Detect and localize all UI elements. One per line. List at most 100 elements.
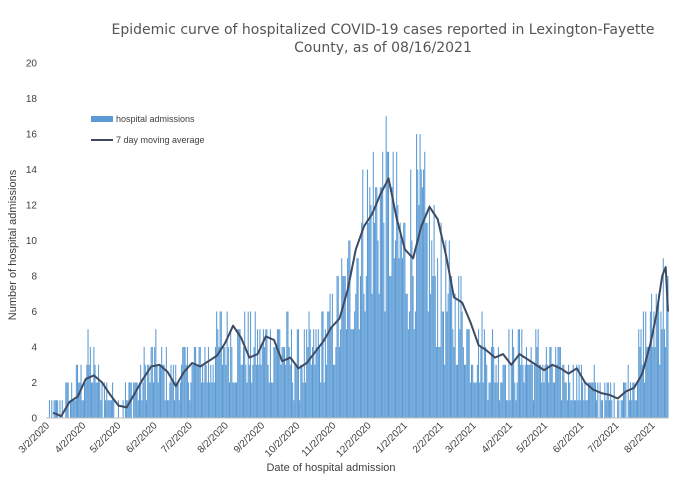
y-tick-label: 0 <box>31 414 37 425</box>
admission-bar <box>363 293 365 418</box>
admission-bar <box>476 364 478 418</box>
admission-bar <box>53 400 55 418</box>
admission-bar <box>181 364 183 418</box>
admission-bar <box>656 311 658 418</box>
admission-bar <box>452 329 454 418</box>
admission-bar <box>531 364 533 418</box>
admission-bar <box>357 258 359 418</box>
admission-bar <box>133 382 135 418</box>
admission-bar <box>546 364 549 418</box>
chart-title-line-2: County, as of 08/16/2021 <box>294 40 472 56</box>
admission-bar <box>93 347 95 418</box>
admission-bar <box>571 400 573 418</box>
admission-bar <box>599 382 601 418</box>
admission-bar <box>387 151 390 418</box>
admission-bar <box>170 364 172 418</box>
admission-bar <box>241 364 243 418</box>
admission-bar <box>392 151 394 418</box>
admission-bar <box>521 329 523 418</box>
admission-bar <box>82 400 84 418</box>
admission-bar <box>245 364 247 418</box>
admission-bar <box>162 364 164 418</box>
admission-bar <box>239 329 241 418</box>
admission-bar <box>304 382 307 418</box>
admission-bar <box>182 347 184 418</box>
admission-bar <box>495 364 497 418</box>
admission-bar <box>451 276 453 418</box>
admission-bar <box>127 400 129 418</box>
admission-bar <box>420 169 422 418</box>
admission-bar <box>426 222 428 418</box>
admission-bar <box>467 329 469 418</box>
admission-bar <box>606 382 608 418</box>
admission-bar <box>100 400 102 418</box>
admission-bar <box>639 347 641 418</box>
admission-bar <box>539 364 542 418</box>
admission-bar <box>72 400 74 418</box>
admission-bar <box>418 205 420 418</box>
admission-bar <box>523 382 525 418</box>
admission-bar <box>382 151 384 418</box>
admission-bar <box>660 311 662 418</box>
admission-bar <box>109 400 111 418</box>
admission-bar <box>150 347 152 418</box>
admission-bar <box>73 400 75 418</box>
admission-bar <box>358 329 360 418</box>
admission-bar <box>328 311 330 418</box>
admission-bar <box>329 293 331 418</box>
admission-bar <box>406 293 408 418</box>
hospital-admissions-bars <box>48 116 669 418</box>
admission-bar <box>198 347 200 418</box>
admission-bar <box>364 311 366 418</box>
admission-bar <box>585 400 587 418</box>
admission-bar <box>431 240 433 418</box>
admission-bar <box>105 400 107 418</box>
admission-bar <box>413 329 415 418</box>
admission-bar <box>78 382 80 418</box>
admission-bar <box>250 311 252 418</box>
admission-bar <box>461 311 463 418</box>
admission-bar <box>216 311 218 418</box>
admission-bar <box>297 329 300 418</box>
admission-bar <box>428 205 430 418</box>
admission-bar <box>518 329 520 418</box>
admission-bar <box>278 329 280 418</box>
admission-bar <box>596 400 598 418</box>
admission-bar <box>206 382 208 418</box>
admission-bar <box>320 382 322 418</box>
admission-bar <box>459 329 461 418</box>
admission-bar <box>630 382 632 418</box>
admission-bar <box>659 364 661 418</box>
admission-bar <box>483 329 485 418</box>
admission-bar <box>411 240 413 418</box>
admission-bar <box>667 276 669 418</box>
admission-bar <box>466 329 468 418</box>
admission-bar <box>404 222 406 418</box>
admission-bar <box>88 364 90 418</box>
admission-bar <box>261 347 263 418</box>
admission-bar <box>583 400 585 418</box>
admission-bar <box>641 364 643 418</box>
admission-bar <box>331 293 333 418</box>
admission-bar <box>209 382 211 418</box>
admission-bar <box>285 364 287 418</box>
admission-bar <box>287 311 289 418</box>
admission-bar <box>580 364 582 418</box>
admission-bar <box>597 382 599 418</box>
admission-bar <box>478 329 480 418</box>
x-tick-label: 2/2/2021 <box>411 420 447 456</box>
admission-bar <box>191 364 193 418</box>
admission-bar <box>195 347 197 418</box>
admission-bar <box>561 400 563 418</box>
admission-bar <box>611 400 613 418</box>
admission-bar <box>269 329 271 418</box>
admission-bar <box>103 382 105 418</box>
admission-bar <box>419 134 421 418</box>
y-tick-label: 2 <box>31 378 37 389</box>
admission-bar <box>292 382 294 418</box>
admission-bar <box>453 347 455 418</box>
admission-bar <box>504 364 506 418</box>
admission-bar <box>628 400 630 418</box>
admission-bar <box>473 382 475 418</box>
x-tick-label: 8/2/2021 <box>622 420 658 456</box>
